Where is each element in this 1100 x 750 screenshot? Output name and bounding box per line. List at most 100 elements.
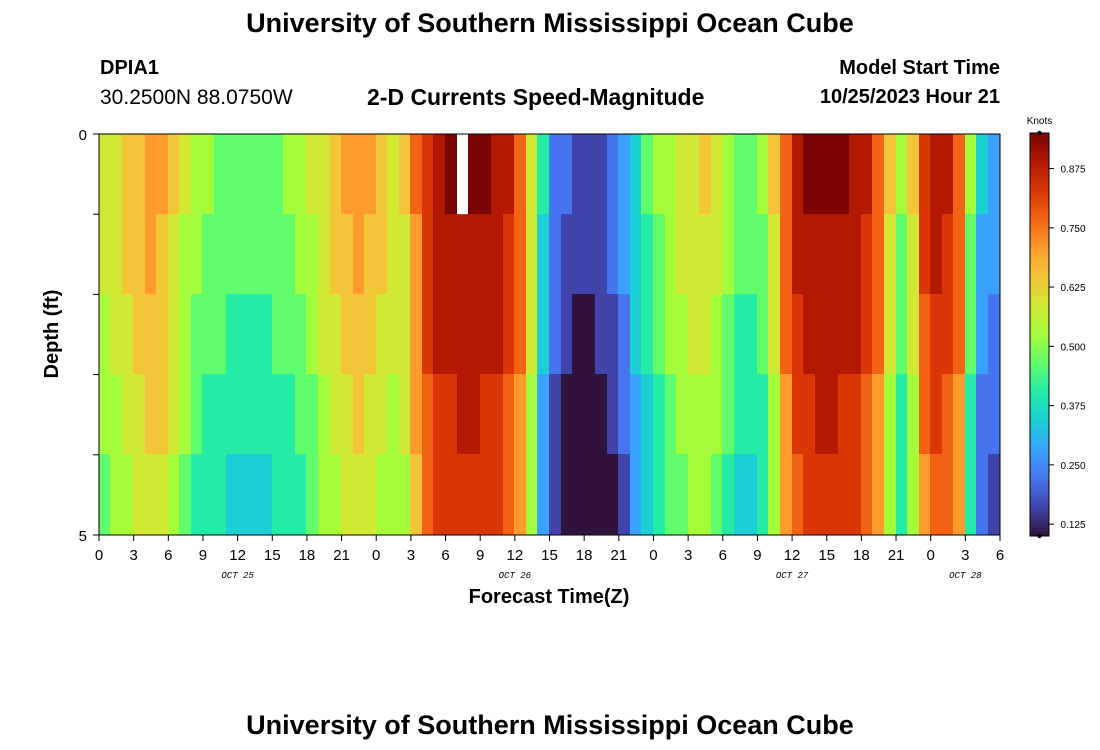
heatmap-cell xyxy=(237,454,250,535)
missing-data-gap xyxy=(458,134,467,215)
heatmap-cell xyxy=(133,374,146,455)
heatmap-cell xyxy=(260,454,273,535)
heatmap-cell xyxy=(676,294,689,375)
heatmap-cell xyxy=(722,454,735,535)
heatmap-cell xyxy=(942,454,954,535)
heatmap-cell xyxy=(99,294,111,375)
heatmap-cell xyxy=(780,374,793,455)
heatmap-cell xyxy=(156,454,169,535)
heatmap-cell xyxy=(514,214,527,295)
heatmap-cell xyxy=(353,454,365,535)
heatmap-cell xyxy=(919,134,931,215)
plot-title: 2-D Currents Speed-Magnitude xyxy=(367,84,705,110)
heatmap-cell xyxy=(618,214,631,295)
x-axis: 0 3 6 9 12 15 18 21 0 3 6 9 12 15 18 21 0 3 6 9 12 15 18 21 0 3 6 O… xyxy=(95,535,1004,581)
heatmap-cell xyxy=(364,454,377,535)
heatmap-cell xyxy=(953,294,966,375)
x-date-label: OCT 25 xyxy=(221,571,254,581)
heatmap-cell xyxy=(306,454,319,535)
heatmap-cell xyxy=(283,374,296,455)
heatmap-cell xyxy=(387,454,400,535)
x-tick-label: 9 xyxy=(753,547,761,564)
heatmap-cell xyxy=(826,374,839,455)
heatmap-cell xyxy=(260,374,273,455)
heatmap-cell xyxy=(953,454,966,535)
heatmap-cell xyxy=(572,454,585,535)
heatmap-cell xyxy=(410,214,423,295)
heatmap-cell xyxy=(919,294,931,375)
heatmap-cell xyxy=(156,294,169,375)
heatmap-cell xyxy=(572,134,585,215)
heatmap-cell xyxy=(665,454,677,535)
model-start-label: Model Start Time xyxy=(839,57,1000,79)
x-tick-label: 6 xyxy=(164,547,172,564)
heatmap-cell xyxy=(561,454,573,535)
heatmap-cell xyxy=(387,214,400,295)
heatmap-cell xyxy=(145,134,157,215)
heatmap-cell xyxy=(537,294,550,375)
heatmap-cell xyxy=(433,134,446,215)
heatmap-cell xyxy=(838,294,850,375)
heatmap-cell xyxy=(353,134,365,215)
heatmap-cell xyxy=(457,214,469,295)
heatmap-cell xyxy=(803,134,816,215)
heatmap-cell xyxy=(249,454,261,535)
heatmap-cell xyxy=(919,214,931,295)
heatmap-cell xyxy=(561,134,573,215)
heatmap-cell xyxy=(283,294,296,375)
heatmap-cell xyxy=(838,454,850,535)
heatmap-cell xyxy=(168,294,180,375)
chart-title-top: University of Southern Mississippi Ocean… xyxy=(246,8,854,38)
heatmap-cell xyxy=(780,134,793,215)
heatmap-cell xyxy=(976,294,989,375)
heatmap-cell xyxy=(861,374,873,455)
heatmap-cell xyxy=(815,214,827,295)
heatmap-cell xyxy=(641,214,654,295)
heatmap-cell xyxy=(318,374,331,455)
heatmap-cell xyxy=(838,214,850,295)
heatmap-cell xyxy=(237,374,250,455)
heatmap-cell xyxy=(156,374,169,455)
heatmap-cell xyxy=(364,134,377,215)
heatmap-cell xyxy=(110,454,123,535)
heatmap-cell xyxy=(226,294,238,375)
heatmap-cell xyxy=(491,134,504,215)
heatmap-cell xyxy=(815,134,827,215)
heatmap-cell xyxy=(191,294,203,375)
x-tick-label: 6 xyxy=(996,547,1004,564)
heatmap-cell xyxy=(226,374,238,455)
heatmap-cell xyxy=(641,374,654,455)
heatmap-cell xyxy=(630,294,642,375)
heatmap-cell xyxy=(341,214,354,295)
heatmap-cell xyxy=(422,294,434,375)
heatmap-cell xyxy=(457,374,469,455)
heatmap-cell xyxy=(480,134,492,215)
heatmap-cell xyxy=(965,454,977,535)
heatmap-cell xyxy=(734,294,746,375)
x-tick-label: 21 xyxy=(610,547,627,564)
heatmap-cell xyxy=(953,374,966,455)
heatmap-cell xyxy=(249,134,261,215)
heatmap-cell xyxy=(711,134,723,215)
heatmap-cell xyxy=(618,134,631,215)
heatmap-cell xyxy=(584,214,596,295)
heatmap-cell xyxy=(330,374,342,455)
heatmap-cell xyxy=(318,454,331,535)
heatmap-cell xyxy=(665,374,677,455)
heatmap-cell xyxy=(734,134,746,215)
heatmap-cell xyxy=(272,374,284,455)
heatmap-cell xyxy=(584,134,596,215)
heatmap-cell xyxy=(653,294,666,375)
heatmap-cell xyxy=(318,134,331,215)
heatmap-cell xyxy=(526,454,538,535)
heatmap-cell xyxy=(191,134,203,215)
heatmap-cell xyxy=(468,454,481,535)
heatmap-cell xyxy=(330,134,342,215)
heatmap-cell xyxy=(387,294,400,375)
heatmap-cell xyxy=(376,134,388,215)
heatmap-cell xyxy=(260,214,273,295)
heatmap-cell xyxy=(930,374,943,455)
heatmap-cell xyxy=(584,454,596,535)
heatmap-cell xyxy=(399,374,411,455)
